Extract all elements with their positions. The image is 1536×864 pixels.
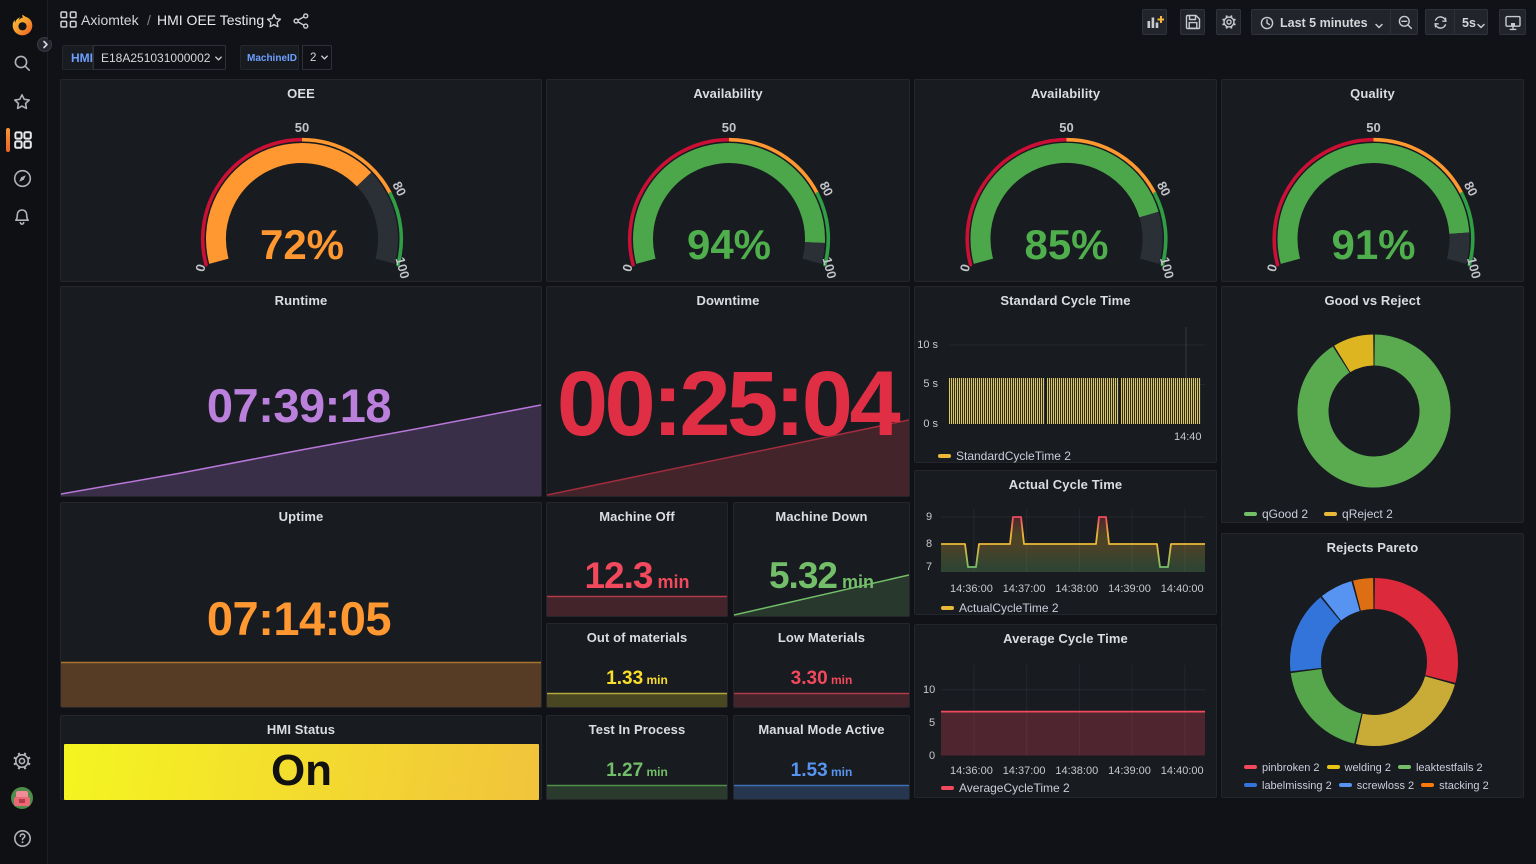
svg-text:0: 0 — [1264, 262, 1280, 273]
svg-text:80: 80 — [1154, 179, 1174, 199]
svg-text:85%: 85% — [1024, 221, 1108, 268]
svg-text:91%: 91% — [1331, 221, 1415, 268]
svg-text:72%: 72% — [260, 221, 344, 268]
svg-text:50: 50 — [295, 120, 309, 135]
svg-text:0: 0 — [192, 262, 208, 273]
svg-text:100: 100 — [1157, 255, 1177, 280]
svg-text:0: 0 — [957, 262, 973, 273]
svg-text:0: 0 — [619, 262, 635, 273]
svg-text:100: 100 — [1464, 255, 1484, 280]
svg-text:100: 100 — [819, 255, 839, 280]
svg-text:80: 80 — [389, 179, 409, 199]
svg-text:50: 50 — [1366, 120, 1380, 135]
svg-text:50: 50 — [1059, 120, 1073, 135]
svg-text:80: 80 — [1461, 179, 1481, 199]
svg-text:100: 100 — [392, 255, 412, 280]
svg-text:94%: 94% — [687, 221, 771, 268]
svg-text:50: 50 — [722, 120, 736, 135]
svg-text:80: 80 — [816, 179, 836, 199]
